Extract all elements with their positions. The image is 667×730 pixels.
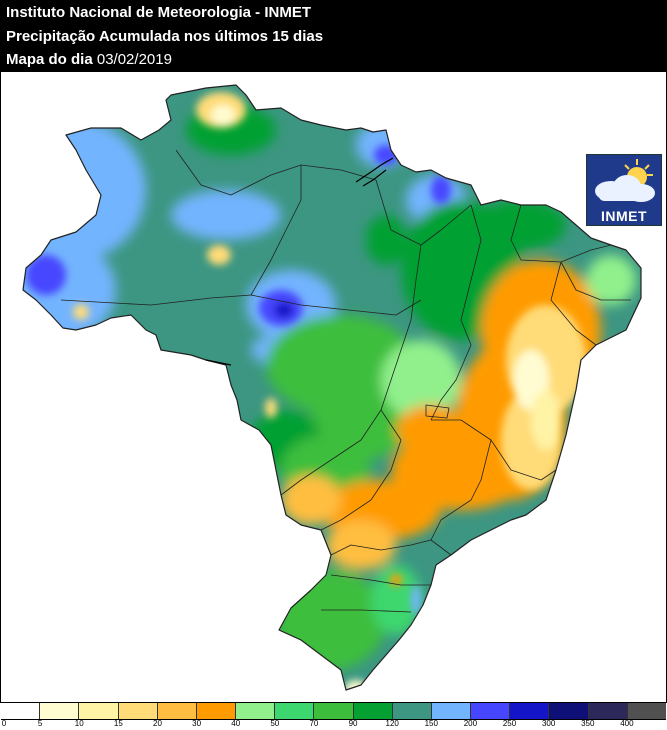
legend-color-bar — [1, 702, 666, 720]
legend-swatch — [392, 703, 432, 719]
legend-swatch — [471, 703, 511, 719]
precipitation-fill — [23, 85, 641, 690]
map-subtitle: Precipitação Acumulada nos últimos 15 di… — [6, 28, 324, 45]
legend-tick: 200 — [463, 719, 478, 728]
inmet-logo: INMET — [586, 154, 662, 226]
legend-swatch — [314, 703, 354, 719]
legend-tick: 350 — [581, 719, 595, 728]
logo-text: INMET — [600, 208, 648, 224]
legend-tick: 90 — [348, 719, 358, 728]
legend-swatch — [1, 703, 41, 719]
legend-swatch — [79, 703, 119, 719]
map-date-value: 03/02/2019 — [96, 51, 172, 68]
legend-swatch — [236, 703, 276, 719]
legend-tick: 70 — [309, 719, 319, 728]
map-area: INMET — [0, 72, 667, 703]
legend-swatch — [510, 703, 550, 719]
legend-swatch — [275, 703, 315, 719]
legend-tick: 30 — [192, 719, 202, 728]
legend-tick: 400 — [620, 719, 634, 728]
legend-tick: 40 — [231, 719, 241, 728]
legend-tick: 250 — [502, 719, 517, 728]
legend-tick: 0 — [1, 719, 7, 728]
legend-swatch — [549, 703, 589, 719]
legend-tick: 50 — [270, 719, 280, 728]
legend-swatch — [627, 703, 666, 719]
legend-tick: 300 — [541, 719, 556, 728]
legend-swatch — [588, 703, 628, 719]
map-date-label: Mapa do dia — [6, 51, 93, 68]
legend-tick: 20 — [153, 719, 162, 728]
map-date-line: Mapa do dia 03/02/2019 — [6, 50, 172, 69]
precipitation-legend: 0 5 10 15 20 30 40 50 70 90 120 150 200 250 300 350 400 — [0, 702, 667, 730]
legend-tick: 120 — [385, 719, 399, 728]
legend-tick-labels: 0 5 10 15 20 30 40 50 70 90 120 150 200 250 300 350 400 — [0, 719, 667, 730]
precipitation-map — [22, 84, 642, 691]
river-marks — [205, 157, 394, 366]
legend-swatch — [157, 703, 197, 719]
legend-tick: 150 — [424, 719, 438, 728]
legend-swatch — [353, 703, 393, 719]
legend-swatch — [431, 703, 472, 719]
legend-swatch — [40, 703, 80, 719]
institute-title: Instituto Nacional de Meteorologia - INM… — [6, 4, 312, 21]
legend-swatch — [196, 703, 237, 719]
legend-tick: 5 — [37, 719, 43, 728]
legend-tick: 15 — [113, 719, 123, 728]
legend-tick: 10 — [74, 719, 84, 728]
sun-cloud-icon — [595, 159, 655, 202]
map-header: Instituto Nacional de Meteorologia - INM… — [0, 0, 667, 72]
legend-swatch — [118, 703, 158, 719]
state-borders — [22, 84, 642, 691]
